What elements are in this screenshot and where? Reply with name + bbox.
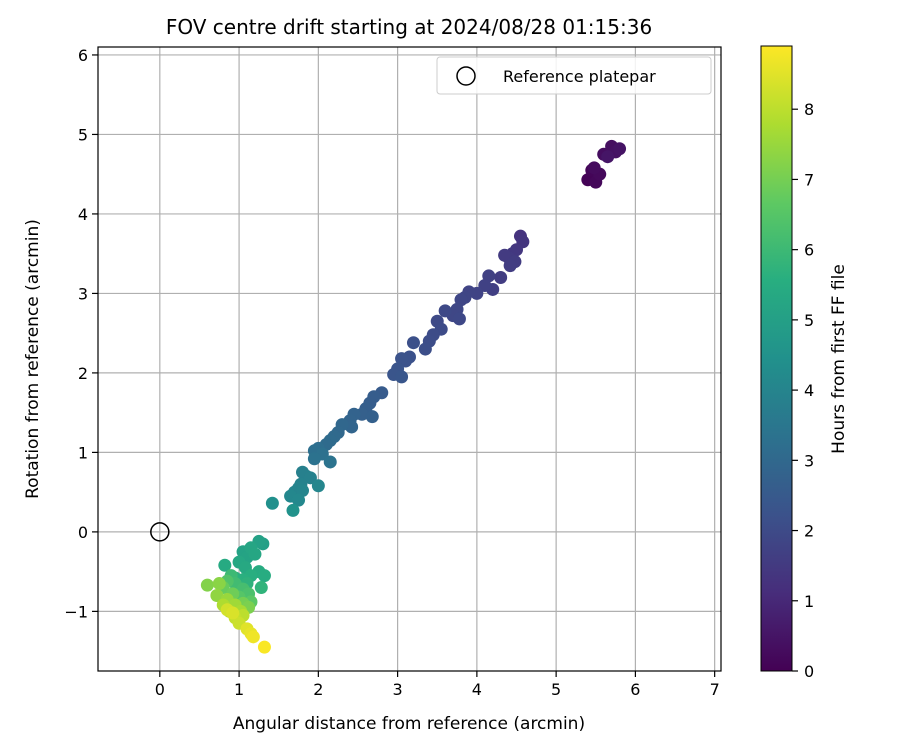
data-point: [503, 259, 517, 273]
data-point: [257, 640, 271, 654]
data-point: [218, 558, 232, 572]
x-axis-ticks: 0 1 2 3 4 5 6 7: [155, 671, 720, 699]
colorbar-ticks: 0 1 2 3 4 5 6 7 8: [792, 100, 814, 681]
colorbar-tick-label: 2: [804, 522, 814, 541]
x-tick-label: 1: [234, 680, 244, 699]
data-point: [265, 496, 279, 510]
x-tick-label: 4: [472, 680, 482, 699]
y-tick-label: 0: [78, 523, 88, 542]
data-point: [286, 503, 300, 517]
data-point: [200, 578, 214, 592]
data-point: [226, 606, 240, 620]
data-point: [395, 370, 409, 384]
data-point: [212, 577, 226, 591]
y-tick-label: 4: [78, 205, 88, 224]
colorbar-tick-label: 4: [804, 381, 814, 400]
y-tick-label: 3: [78, 284, 88, 303]
data-point: [478, 278, 492, 292]
x-axis-label: Angular distance from reference (arcmin): [233, 714, 585, 734]
colorbar-tick-label: 7: [804, 170, 814, 189]
data-point: [601, 150, 615, 164]
x-tick-label: 5: [551, 680, 561, 699]
data-point: [395, 352, 409, 366]
data-point: [254, 581, 268, 595]
plot-frame: [97, 46, 722, 672]
legend-label: Reference platepar: [503, 67, 656, 86]
x-tick-label: 7: [710, 680, 720, 699]
colorbar-tick-label: 6: [804, 241, 814, 260]
colorbar-tick-label: 0: [804, 662, 814, 681]
data-point: [494, 271, 508, 285]
data-point: [248, 547, 262, 561]
x-tick-label: 6: [630, 680, 640, 699]
x-tick-label: 3: [393, 680, 403, 699]
data-point: [307, 452, 321, 466]
data-point: [438, 304, 452, 318]
x-tick-label: 0: [155, 680, 165, 699]
data-point: [311, 479, 325, 493]
data-point: [365, 410, 379, 424]
y-axis-ticks: −1 0 1 2 3 4 5 6: [64, 46, 98, 621]
legend: Reference platepar: [436, 56, 712, 95]
data-point: [587, 161, 601, 175]
y-axis-label: Rotation from reference (arcmin): [23, 219, 43, 499]
data-point: [323, 455, 337, 469]
data-point: [498, 248, 512, 262]
data-point: [210, 588, 224, 602]
colorbar-tick-label: 8: [804, 100, 814, 119]
y-gridlines: [98, 54, 721, 612]
data-point: [303, 471, 317, 485]
y-tick-label: −1: [64, 602, 88, 621]
data-points: [200, 139, 627, 654]
colorbar: [760, 45, 793, 672]
data-point: [613, 142, 627, 156]
legend-box: [436, 56, 712, 95]
data-point: [257, 569, 271, 583]
colorbar-tick-label: 3: [804, 451, 814, 470]
y-tick-label: 1: [78, 443, 88, 462]
data-point: [406, 336, 420, 350]
chart-title: FOV centre drift starting at 2024/08/28 …: [166, 15, 652, 39]
reference-platepar-marker: [150, 522, 170, 542]
colorbar-tick-label: 5: [804, 311, 814, 330]
x-tick-label: 2: [313, 680, 323, 699]
data-point: [418, 342, 432, 356]
data-point: [246, 630, 260, 644]
y-tick-label: 5: [78, 125, 88, 144]
legend-marker-icon: [456, 66, 476, 86]
colorbar-tick-label: 1: [804, 592, 814, 611]
x-gridlines: [159, 47, 716, 671]
data-point: [292, 493, 306, 507]
colorbar-label: Hours from first FF file: [829, 264, 849, 454]
y-tick-label: 6: [78, 46, 88, 65]
data-point: [452, 312, 466, 326]
y-tick-label: 2: [78, 364, 88, 383]
